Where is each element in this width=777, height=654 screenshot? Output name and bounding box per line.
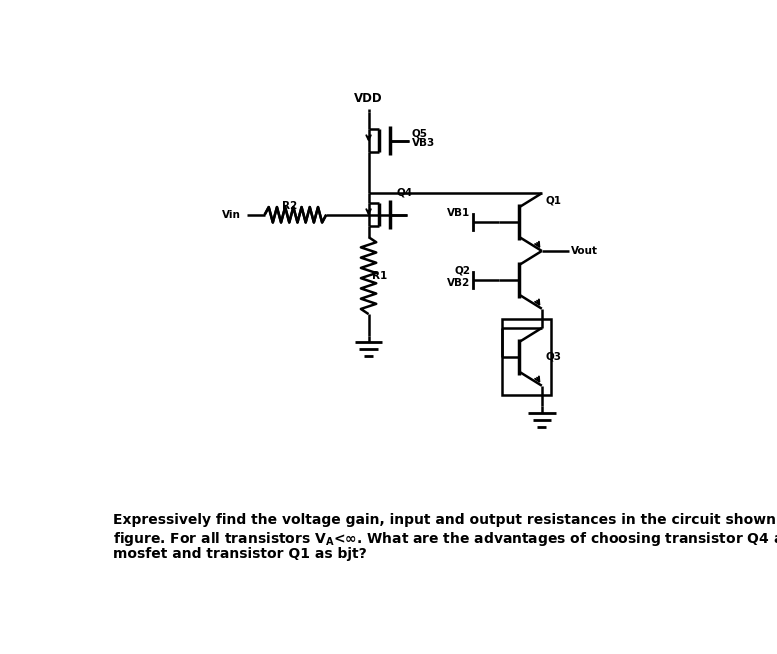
Text: VDD: VDD: [354, 92, 383, 105]
Text: Q4: Q4: [396, 188, 413, 198]
Text: mosfet and transistor Q1 as bjt?: mosfet and transistor Q1 as bjt?: [113, 547, 367, 560]
Bar: [502, 318, 551, 395]
Text: Expressively find the voltage gain, input and output resistances in the circuit : Expressively find the voltage gain, inpu…: [113, 513, 777, 526]
Text: Q5: Q5: [412, 128, 427, 138]
Text: R1: R1: [371, 271, 387, 281]
Text: Q2: Q2: [455, 266, 470, 275]
Text: Q3: Q3: [545, 352, 562, 362]
Text: Vin: Vin: [222, 210, 241, 220]
Text: VB3: VB3: [412, 138, 435, 148]
Text: Vout: Vout: [571, 246, 598, 256]
Text: Q1: Q1: [545, 196, 562, 206]
Text: R2: R2: [281, 201, 297, 211]
Text: figure. For all transistors $\mathbf{V_A}$<$\mathbf{\infty}$. What are the advan: figure. For all transistors $\mathbf{V_A…: [113, 530, 777, 547]
Text: VB1: VB1: [447, 208, 470, 218]
Text: VB2: VB2: [447, 278, 470, 288]
